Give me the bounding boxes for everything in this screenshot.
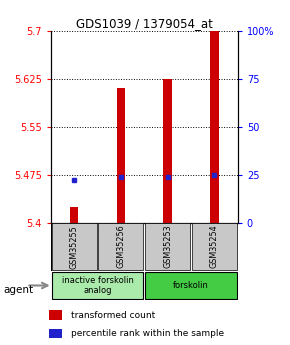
Title: GDS1039 / 1379054_at: GDS1039 / 1379054_at: [76, 17, 213, 30]
Text: GSM35256: GSM35256: [116, 225, 125, 268]
Bar: [145, 224, 190, 270]
Text: GSM35254: GSM35254: [210, 225, 219, 268]
Text: inactive forskolin
analog: inactive forskolin analog: [61, 276, 133, 295]
Bar: [49, 310, 62, 320]
Bar: [52, 272, 143, 299]
Bar: [117, 89, 125, 223]
Text: agent: agent: [3, 286, 33, 295]
Bar: [70, 207, 78, 223]
Text: GSM35253: GSM35253: [163, 225, 172, 268]
Bar: [192, 224, 237, 270]
Text: forskolin: forskolin: [173, 281, 209, 290]
Bar: [210, 31, 219, 223]
Bar: [49, 328, 62, 338]
Text: transformed count: transformed count: [71, 311, 155, 320]
Bar: [164, 79, 172, 223]
Text: percentile rank within the sample: percentile rank within the sample: [71, 329, 224, 338]
Bar: [98, 224, 143, 270]
Text: GSM35255: GSM35255: [70, 225, 79, 268]
Bar: [145, 272, 237, 299]
Bar: [52, 224, 97, 270]
